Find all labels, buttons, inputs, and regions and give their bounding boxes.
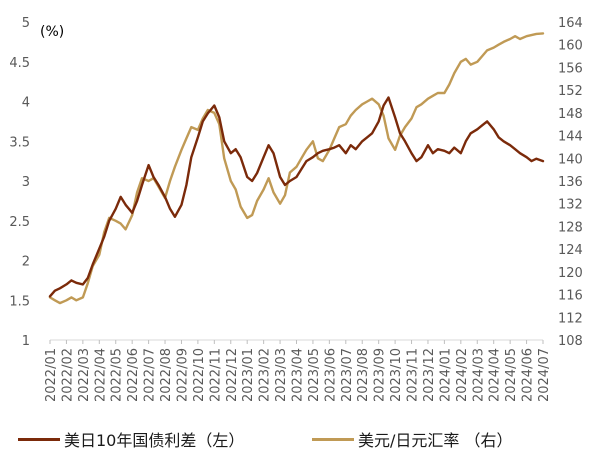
right-tick-label: 156: [558, 61, 583, 76]
right-tick-label: 164: [558, 16, 583, 31]
right-tick-label: 124: [558, 243, 583, 258]
x-tick-label: 2024/04: [488, 348, 503, 402]
right-tick-label: 132: [558, 198, 583, 213]
x-tick-label: 2022/09: [175, 348, 190, 402]
left-tick-label: 3: [22, 175, 30, 190]
series-line-spread: [48, 96, 545, 298]
x-tick-label: 2024/03: [471, 348, 486, 402]
x-tick-label: 2022/02: [60, 348, 75, 402]
x-tick-label: 2024/06: [521, 348, 536, 402]
x-tick-label: 2023/12: [422, 348, 437, 402]
right-tick-label: 152: [558, 84, 583, 99]
x-tick-label: 2024/01: [438, 348, 453, 402]
x-tick-label: 2022/06: [126, 348, 141, 402]
left-tick-label: 1: [22, 334, 30, 349]
x-tick-label: 2023/06: [323, 348, 338, 402]
x-tick-label: 2023/04: [291, 348, 306, 402]
x-tick-label: 2023/07: [340, 348, 355, 402]
legend-swatch-usdjpy: [312, 437, 354, 441]
x-tick-label: 2022/10: [192, 348, 207, 402]
right-tick-label: 112: [558, 311, 583, 326]
x-tick-label: 2023/02: [258, 348, 273, 402]
right-tick-label: 144: [558, 130, 583, 145]
x-tick-label: 2023/08: [356, 348, 371, 402]
right-tick-label: 148: [558, 107, 583, 122]
right-tick-label: 140: [558, 152, 583, 167]
x-tick-label: 2022/01: [44, 348, 59, 402]
left-tick-label: 1.5: [9, 294, 30, 309]
left-axis-unit-label: (%): [40, 24, 64, 40]
x-tick-label: 2023/05: [307, 348, 322, 402]
legend-label-usdjpy: 美元/日元汇率 （右）: [358, 431, 513, 450]
x-axis: 2022/01 2022/02 2022/03 2022/04 2022/05 2022/…: [44, 340, 552, 402]
x-tick-label: 2022/03: [77, 348, 92, 402]
x-tick-label: 2022/05: [110, 348, 125, 402]
left-axis: 1 1.5 2 2.5 3 3.5 4 4.5 5: [9, 16, 30, 349]
right-tick-label: 128: [558, 220, 583, 235]
legend: 美日10年国债利差（左） 美元/日元汇率 （右）: [0, 427, 595, 457]
right-tick-label: 136: [558, 175, 583, 190]
x-tick-label: 2023/09: [373, 348, 388, 402]
right-axis: 108 112 116 120 124 128 132 136 140 144 148 152 156 1…: [558, 16, 583, 349]
left-tick-label: 3.5: [9, 135, 30, 150]
legend-swatch-spread: [18, 437, 60, 441]
right-tick-label: 160: [558, 39, 583, 54]
x-tick-label: 2024/07: [537, 348, 552, 402]
x-tick-label: 2024/05: [504, 348, 519, 402]
left-tick-label: 2: [22, 255, 30, 270]
series-line-usdjpy: [48, 32, 545, 305]
x-tick-label: 2022/07: [143, 348, 158, 402]
x-tick-label: 2023/11: [406, 348, 421, 402]
x-tick-label: 2023/10: [389, 348, 404, 402]
right-tick-label: 116: [558, 289, 583, 304]
legend-label-spread: 美日10年国债利差（左）: [64, 431, 245, 450]
x-tick-label: 2022/08: [159, 348, 174, 402]
x-tick-label: 2023/01: [241, 348, 256, 402]
legend-item-usdjpy: 美元/日元汇率 （右）: [312, 427, 512, 451]
left-tick-label: 5: [22, 16, 30, 31]
left-tick-label: 2.5: [9, 215, 30, 230]
left-tick-label: 4.5: [9, 56, 30, 71]
left-tick-label: 4: [22, 96, 30, 111]
x-tick-label: 2024/02: [455, 348, 470, 402]
x-tick-label: 2022/11: [208, 348, 223, 402]
x-tick-label: 2023/03: [274, 348, 289, 402]
right-tick-label: 108: [558, 334, 583, 349]
right-tick-label: 120: [558, 266, 583, 281]
series-layer: [48, 32, 545, 305]
legend-item-spread: 美日10年国债利差（左）: [18, 427, 244, 451]
x-tick-label: 2022/04: [93, 348, 108, 402]
x-tick-label: 2022/12: [225, 348, 240, 402]
